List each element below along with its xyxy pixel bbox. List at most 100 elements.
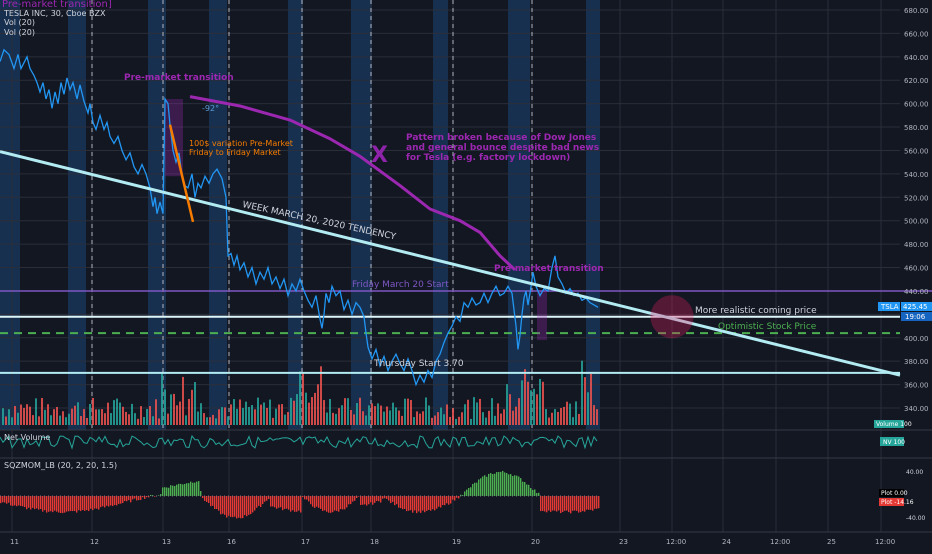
sqz-bar <box>524 482 525 496</box>
sqz-bar <box>66 496 67 512</box>
sqz-bar <box>24 496 25 507</box>
volume-bar <box>101 409 103 425</box>
sqz-bar <box>220 496 221 514</box>
volume-bar <box>2 408 4 425</box>
sqz-bar <box>380 496 381 503</box>
sqz-bar <box>358 496 359 497</box>
sqz-bar <box>46 496 47 513</box>
sqz-bar <box>428 496 429 510</box>
sqz-bar <box>406 496 407 511</box>
volume-bar <box>230 404 232 425</box>
volume-bar <box>131 404 133 425</box>
sqz-bar <box>462 495 463 496</box>
vol-indicator-label[interactable]: Vol (20) <box>4 18 35 27</box>
sqz-bar <box>142 496 143 497</box>
sqz-bar <box>248 496 249 515</box>
sqz-bar <box>496 472 497 496</box>
volume-bar <box>521 380 523 425</box>
sqz-bar <box>232 496 233 517</box>
volume-bar <box>56 407 58 425</box>
sqz-bar <box>366 496 367 506</box>
session-band <box>68 0 86 430</box>
sqz-bar <box>154 496 155 497</box>
volume-bar <box>485 418 487 425</box>
volume-bar <box>191 390 193 425</box>
x-tick-label: 24 <box>722 538 731 546</box>
volume-bar <box>545 409 547 425</box>
sqzmom-label[interactable]: SQZMOM_LB (20, 2, 20, 1.5) <box>4 461 117 470</box>
sqz-bar <box>316 496 317 507</box>
volume-bar <box>80 416 82 425</box>
sqz-bar <box>492 474 493 496</box>
sqz-bar <box>38 496 39 510</box>
sqz-bar <box>254 496 255 510</box>
volume-bar <box>518 398 520 425</box>
sqz-bar <box>446 496 447 503</box>
volume-bar <box>290 398 292 425</box>
sqz-bar <box>246 496 247 516</box>
net-volume-label[interactable]: Net Volume <box>4 433 50 442</box>
x-tick-label: 19 <box>452 538 461 546</box>
sqz-bar <box>28 496 29 508</box>
sqz-bar <box>532 490 533 496</box>
sqz-bar <box>422 496 423 511</box>
sqz-bar <box>108 496 109 507</box>
sqz-bar <box>404 496 405 509</box>
sqz-bar <box>8 496 9 503</box>
volume-bar <box>281 404 283 425</box>
volume-bar <box>53 409 55 425</box>
sqz-bar <box>494 474 495 496</box>
y-tick-label: 680.00 <box>904 7 929 15</box>
volume-bar <box>308 403 310 425</box>
volume-bar <box>170 394 172 425</box>
sqz-bar <box>364 496 365 504</box>
sqz-bar <box>412 496 413 513</box>
sqz-bar <box>200 491 201 496</box>
vol-indicator-label-2[interactable]: Vol (20) <box>4 28 35 37</box>
sqz-bar <box>416 496 417 513</box>
premarket-label-2: Pre-market transition <box>494 264 604 274</box>
sqz-bar <box>260 496 261 507</box>
sqz-bar <box>526 484 527 496</box>
sqz-bar <box>552 496 553 511</box>
volume-bar <box>8 409 10 425</box>
volume-bar <box>377 403 379 425</box>
volume-bar <box>134 413 136 425</box>
y-tick-label: 400.00 <box>904 335 929 343</box>
sqz-bar <box>452 496 453 500</box>
x-tick-label: 11 <box>10 538 19 546</box>
volume-bar <box>329 399 331 425</box>
symbol-title[interactable]: TESLA INC, 30, Cboe BZX <box>3 9 106 18</box>
volume-bar <box>305 393 307 425</box>
pattern-label-3: for Tesla (e.g. factory lockdown) <box>406 153 570 163</box>
volume-bar <box>341 405 343 425</box>
volume-bar <box>452 408 454 425</box>
volume-bar <box>413 417 415 425</box>
sqz-bar <box>500 472 501 496</box>
volume-bar <box>95 409 97 425</box>
sqz-bar <box>402 496 403 509</box>
volume-bar <box>500 414 502 425</box>
volume-bar <box>479 399 481 425</box>
pattern-label-1: Pattern broken because of Dow Jones <box>406 133 596 143</box>
volume-bar <box>563 407 565 425</box>
sqz-bar <box>568 496 569 512</box>
sqz-bar <box>48 496 49 512</box>
volume-bar <box>272 418 274 425</box>
sqz-bar <box>292 496 293 510</box>
sqz-bar <box>326 496 327 512</box>
sqz-bar <box>264 496 265 502</box>
sqz-bar <box>530 488 531 496</box>
sqz-bar <box>198 481 199 496</box>
sqz-bar <box>18 496 19 505</box>
sqz-bar <box>598 496 599 508</box>
sqz-bar <box>472 484 473 496</box>
volume-bar <box>575 401 577 425</box>
volume-bar <box>404 399 406 425</box>
sqz-bar <box>110 496 111 505</box>
volume-bar <box>269 400 271 425</box>
volume-bar <box>335 414 337 425</box>
volume-bar <box>503 409 505 425</box>
sqz-bar <box>490 473 491 496</box>
y-tick-label: 380.00 <box>904 358 929 366</box>
